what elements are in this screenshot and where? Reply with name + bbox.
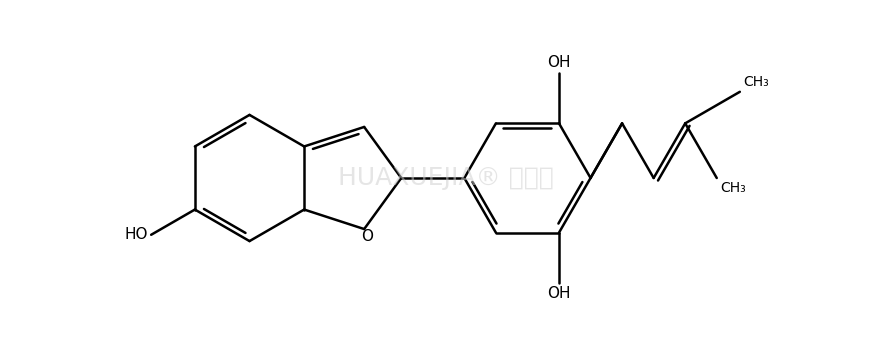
Text: CH₃: CH₃: [720, 181, 746, 195]
Text: HUAXUEJIA® 化学加: HUAXUEJIA® 化学加: [338, 166, 553, 190]
Text: O: O: [362, 229, 373, 244]
Text: OH: OH: [547, 55, 571, 70]
Text: CH₃: CH₃: [743, 75, 769, 89]
Text: OH: OH: [547, 286, 571, 301]
Text: HO: HO: [125, 227, 148, 242]
